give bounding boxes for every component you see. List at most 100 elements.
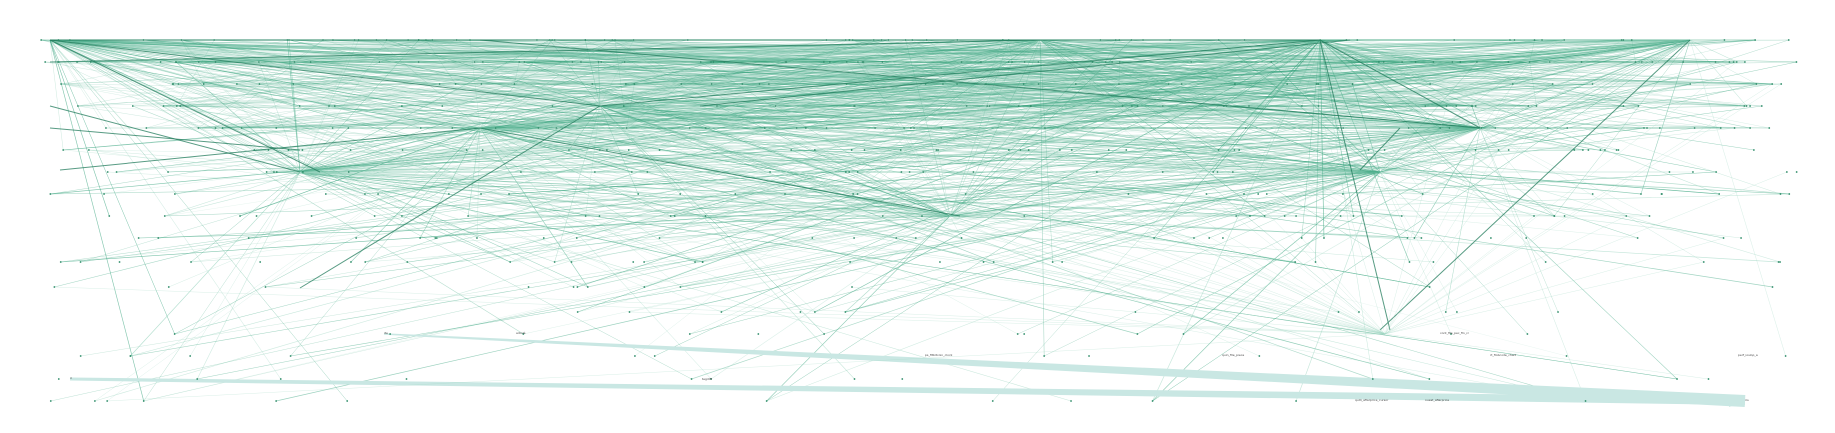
edge [164,171,301,217]
graph-node [455,39,458,41]
graph-node [162,105,165,107]
edge [829,61,1553,85]
graph-node [131,105,134,107]
edge [49,39,1317,85]
graph-node [795,127,798,129]
edge [1318,105,1481,129]
edge [1379,61,1478,173]
edge [293,61,419,85]
graph-node [347,127,350,129]
graph-node [790,149,793,151]
edge [1266,171,1381,195]
graph-node [874,127,877,129]
edge [1384,171,1787,335]
graph-node [1263,215,1266,217]
edge [77,39,1041,107]
edge [299,149,1583,173]
graph-node [1231,171,1234,173]
edge [1153,39,1321,239]
edge [425,39,601,107]
graph-node [1216,171,1219,173]
edge [1425,39,1691,107]
graph-node [972,171,975,173]
edge [1038,61,1386,335]
edge [130,171,301,357]
edge [181,39,443,107]
edge-heavy [1359,127,1401,171]
edge [1319,39,1546,263]
edge [786,39,1347,63]
edge [49,39,1339,129]
label-layer: ite arbolé ri ris tegdiff quiti_aflarpri… [70,331,1758,402]
graph-node [1095,171,1098,173]
graph-node [1615,149,1618,151]
edge [961,39,1358,63]
graph-node [389,333,392,335]
edge [420,83,943,129]
graph-node [628,311,631,313]
graph-node [548,39,551,41]
edge [689,105,1031,129]
edge [1128,171,1381,195]
edge [912,39,1529,107]
edge [61,83,1537,107]
graph-node [591,83,594,85]
edge [549,39,776,107]
edge [376,39,1235,85]
edge [599,83,769,107]
edge [49,39,1529,107]
graph-node [1771,286,1774,288]
edge [1039,39,1219,151]
edge [198,39,324,129]
edge [61,39,1009,85]
graph-node [520,171,522,173]
edge [418,39,1031,107]
edge [479,127,1499,151]
edge [554,127,1481,263]
graph-node [537,127,540,129]
edge [80,215,951,357]
graph-node [106,400,109,402]
edge [814,39,1321,313]
edge [88,149,1386,335]
graph-node [757,333,760,335]
edge [299,171,1434,263]
edge-heavy [1319,39,1391,331]
edge [350,127,481,151]
edge [254,149,1381,173]
graph-node [904,39,907,41]
graph-node [673,215,676,217]
graph-node [142,39,145,41]
edge [69,39,1757,85]
edge [612,39,1353,85]
graph-node [940,127,943,129]
graph-node [509,261,512,263]
graph-node [1265,193,1268,195]
edge [1052,171,1381,263]
edge [612,39,725,63]
graph-node [679,193,682,195]
graph-node [451,127,454,129]
edge [1414,127,1481,239]
graph-node [1007,61,1010,63]
graph-node [527,286,530,288]
edge [63,149,301,173]
edge [299,171,1779,263]
graph-node [1127,193,1130,195]
graph-node [1565,355,1568,357]
edge [198,105,1319,129]
graph-node [197,61,200,63]
graph-node [1660,193,1663,195]
edge [585,39,1416,63]
graph-node [1027,149,1030,151]
edge [700,61,1745,107]
edge [1020,39,1321,151]
graph-node [551,39,554,41]
edge [1509,39,1639,107]
graph-node [1752,149,1755,151]
edge [585,39,1138,107]
edge [290,171,1381,357]
graph-node [611,39,614,41]
edge [572,39,1321,63]
edge [670,171,1381,217]
